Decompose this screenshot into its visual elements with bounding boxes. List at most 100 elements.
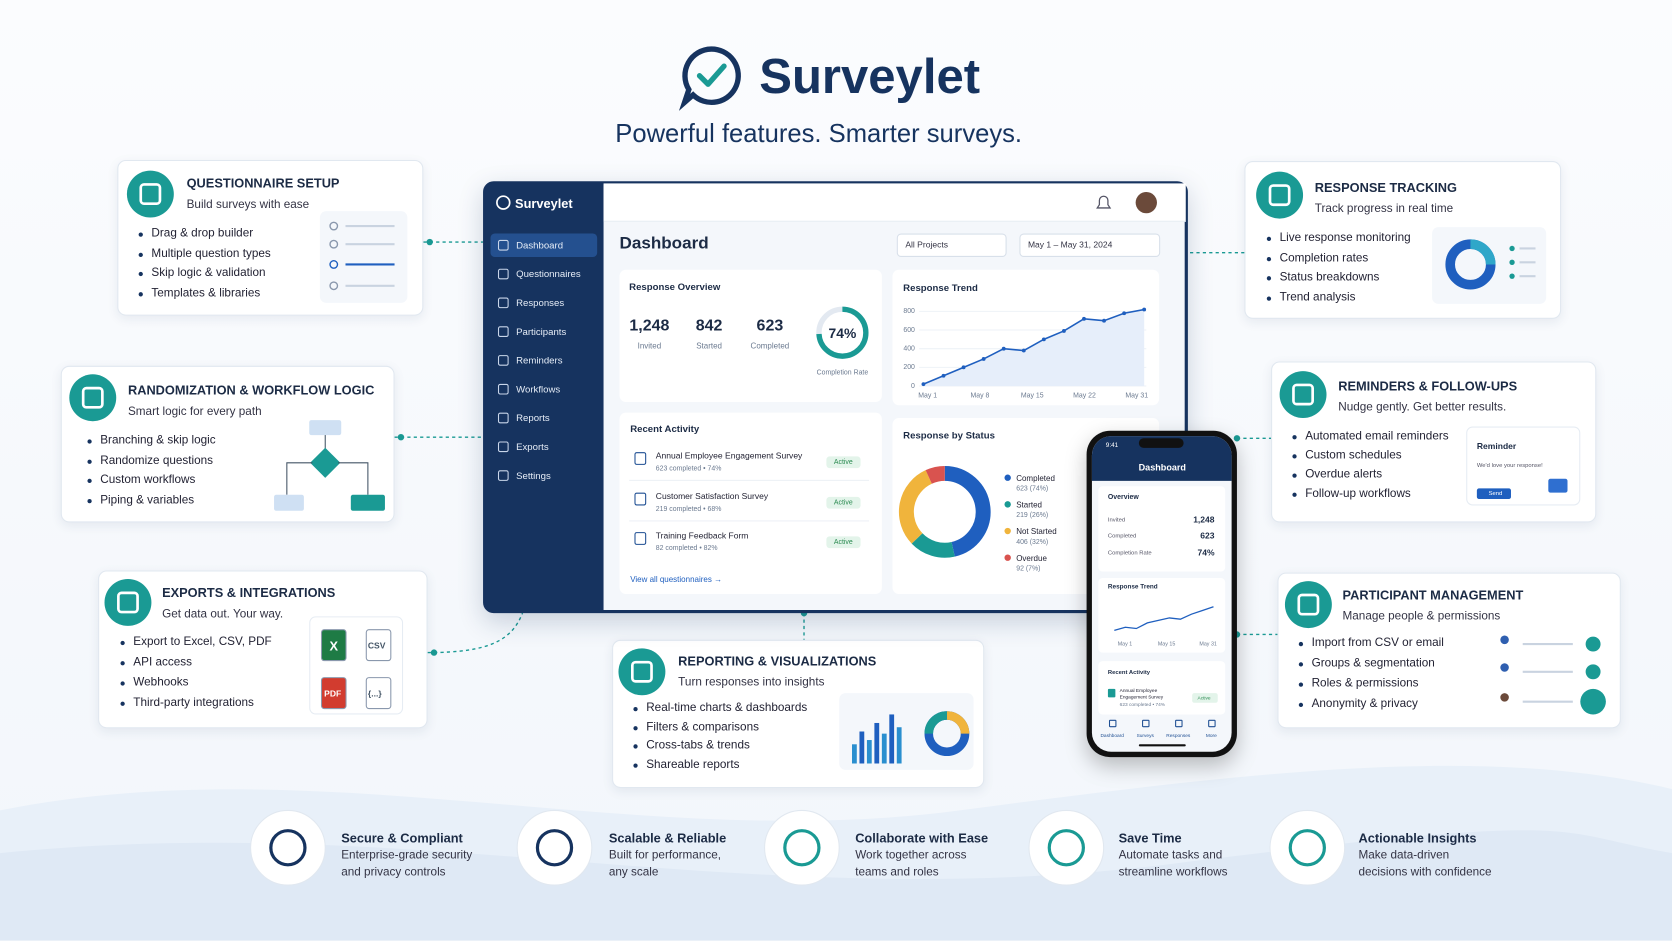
footer-title: Actionable Insights [1358, 830, 1477, 846]
feature-subtitle: Turn responses into insights [678, 676, 825, 690]
feature-bullet: Webhooks [133, 676, 189, 690]
y-tick-label: 0 [911, 383, 915, 390]
nav-item[interactable]: Questionnaires [516, 268, 581, 279]
tab-icon [1142, 719, 1150, 728]
tab-icon [1208, 719, 1216, 728]
icon-circle [1284, 581, 1332, 629]
nav-item[interactable]: Exports [516, 441, 549, 452]
activity-name: Customer Satisfaction Survey [655, 491, 769, 502]
footer-icon [516, 809, 593, 886]
connector-dot [397, 433, 405, 441]
legend-name: Not Started [1016, 526, 1057, 536]
stat-value: 1,248 [629, 316, 670, 335]
option [329, 221, 339, 231]
bar [866, 740, 872, 764]
feature-title: QUESTIONNAIRE SETUP [186, 175, 340, 191]
nav-item[interactable]: Responses [516, 297, 565, 308]
nav-item[interactable]: Reports [516, 412, 550, 423]
tracking-donut [1445, 239, 1536, 290]
icon-glyph [535, 829, 574, 867]
file-label: {...} [367, 689, 382, 699]
reminder-title: Reminder [1476, 441, 1517, 452]
icon-glyph [1292, 383, 1314, 406]
tab-label[interactable]: Surveys [1136, 732, 1154, 739]
feature-bullet: API access [133, 656, 192, 670]
tab-icon [1175, 719, 1183, 728]
trend-point [941, 373, 946, 378]
stat-value: 623 [756, 316, 784, 335]
logo-icon [678, 46, 741, 111]
phone-card [1098, 577, 1226, 653]
avatar [1500, 635, 1509, 645]
bullet-dot [1298, 702, 1304, 707]
feature-bullet: Filters & comparisons [646, 720, 759, 734]
nav-item[interactable]: Settings [516, 469, 551, 481]
icon-glyph [117, 591, 139, 614]
nav-item[interactable]: Dashboard [516, 239, 564, 251]
legend-dot [1509, 245, 1515, 252]
bullet-dot [1266, 276, 1272, 281]
icon-circle [516, 809, 593, 886]
activity-detail: 623 completed • 74% [655, 465, 722, 473]
bar [874, 722, 880, 764]
phone-survey-icon [1107, 688, 1116, 698]
survey-icon [634, 452, 647, 465]
icon-glyph [139, 183, 162, 206]
wave [0, 830, 1672, 941]
tab-label[interactable]: Dashboard [1100, 732, 1124, 739]
flow-diagram [274, 420, 385, 511]
phone-badge [1192, 693, 1218, 703]
donut-segment [898, 470, 933, 544]
tab-label[interactable]: Responses [1166, 732, 1191, 739]
trend-point [1041, 337, 1046, 342]
filter-select[interactable] [896, 233, 1007, 257]
phone-x-label: May 15 [1158, 641, 1176, 647]
activity-name: Annual Employee Engagement Survey [655, 451, 803, 461]
trend-point [1001, 346, 1006, 351]
tagline: Powerful features. Smarter surveys. [615, 118, 1023, 148]
feature-bullet: Anonymity & privacy [1311, 697, 1418, 711]
footer-title: Collaborate with Ease [855, 830, 989, 846]
feature-bullet: Export to Excel, CSV, PDF [133, 635, 272, 649]
bullet-dot [120, 640, 125, 646]
trend-point [1122, 311, 1127, 316]
nav-icon [497, 239, 509, 251]
trend-point [1021, 348, 1026, 353]
feature-icon [69, 374, 117, 422]
avatar [1500, 663, 1509, 672]
phone-time: 9:41 [1105, 442, 1119, 450]
nav-item[interactable]: Reminders [516, 354, 563, 366]
phone-card [1098, 486, 1226, 572]
icon-circle [69, 374, 117, 422]
filter-select[interactable] [1019, 233, 1161, 257]
phone-card [1098, 661, 1226, 715]
phone-notch [1138, 438, 1184, 448]
phone-trend-line [1114, 606, 1214, 631]
bar-illustration [851, 711, 970, 764]
phone-x-label: May 1 [1118, 641, 1133, 647]
bullet-dot [1298, 641, 1304, 647]
tab-label[interactable]: More [1205, 732, 1217, 739]
feature-icon [126, 170, 174, 218]
bullet-dot [120, 701, 125, 706]
nav-item[interactable]: Participants [516, 325, 567, 337]
envelope [1548, 478, 1568, 493]
feature-bullet: Real-time charts & dashboards [646, 702, 808, 715]
topbar-icons [1096, 191, 1157, 214]
activity-link[interactable]: View all questionnaires → [630, 574, 723, 584]
feature-bullet: Piping & variables [100, 493, 195, 507]
bullet-dot [138, 271, 143, 277]
brand-title: Surveylet [759, 48, 981, 104]
nav-icon [497, 297, 509, 309]
phone-row-value: 1,248 [1193, 515, 1215, 525]
footer-text: any scale [608, 865, 659, 879]
donut-segment [911, 532, 955, 558]
x-tick-label: May 31 [1125, 392, 1148, 399]
nav-item[interactable]: Workflows [516, 383, 561, 395]
icon-circle [1256, 171, 1304, 219]
ring-value [816, 306, 869, 359]
